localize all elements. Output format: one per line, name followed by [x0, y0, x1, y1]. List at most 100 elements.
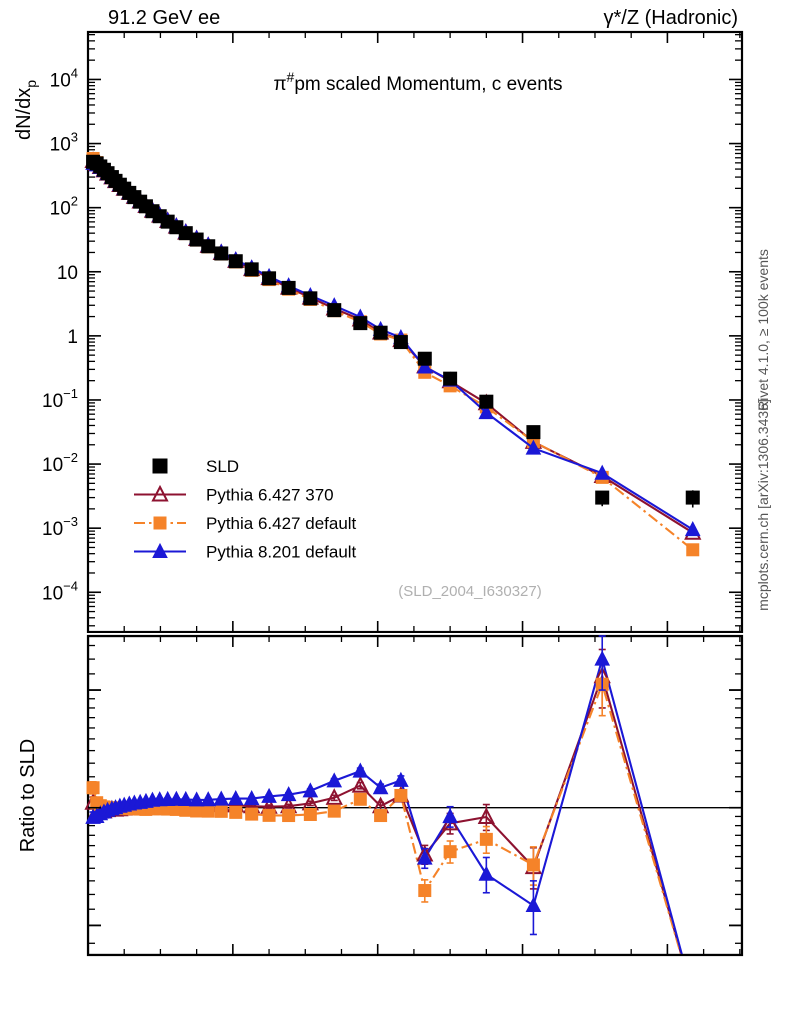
panel-gap-mask	[0, 633, 786, 636]
marker-triangle	[416, 358, 433, 374]
marker-triangle	[352, 762, 369, 778]
marker-square	[417, 351, 432, 366]
marker-triangle	[302, 782, 319, 798]
marker-square	[479, 394, 494, 409]
ratio-line	[92, 672, 694, 996]
legend-label: SLD	[206, 457, 239, 476]
side-caption-bottom: mcplots.cern.ch [arXiv:1306.3436]	[755, 399, 771, 611]
y-tick-label: 10−4	[42, 578, 78, 604]
marker-triangle	[525, 439, 542, 455]
marker-square	[595, 490, 610, 505]
marker-triangle	[227, 790, 244, 806]
side-caption-top: Rivet 4.1.0, ≥ 100k events	[755, 249, 771, 411]
y-axis-main-label-text: dN/dxp	[13, 80, 39, 140]
marker-triangle-open	[351, 775, 369, 793]
marker-square	[479, 832, 493, 846]
ratio-line	[92, 680, 694, 996]
marker-square	[418, 884, 432, 898]
marker-square	[327, 804, 341, 818]
marker-square	[262, 271, 277, 286]
marker-square	[201, 804, 215, 818]
marker-triangle-open	[151, 484, 169, 502]
marker-triangle	[188, 791, 205, 807]
watermark-group: (SLD_2004_I630327)	[398, 583, 541, 600]
header-left: 91.2 GeV ee	[108, 7, 220, 29]
marker-triangle	[261, 787, 277, 803]
marker-square	[281, 280, 296, 295]
ratio-series-pythia-6-427-370	[92, 672, 694, 996]
marker-triangle	[200, 791, 217, 807]
marker-triangle	[416, 849, 433, 865]
marker-square	[245, 807, 259, 821]
y-axis-ratio-label-text: Ratio to SLD	[17, 739, 39, 852]
marker-square	[303, 807, 317, 821]
header-right: γ*/Z (Hadronic)	[604, 7, 738, 29]
legend-group: SLD Pythia 6.427 370 Pythia 6.427 default P…	[134, 457, 357, 562]
marker-triangle	[478, 865, 495, 881]
marker-triangle	[594, 464, 611, 480]
y-tick-exponent: −4	[63, 578, 78, 593]
y-tick-exponent: 4	[71, 65, 78, 80]
marker-triangle	[478, 404, 495, 420]
marker-square	[526, 425, 541, 440]
marker-triangle	[177, 790, 194, 806]
main-plot-frame	[86, 30, 744, 634]
y-tick-label: 103	[50, 130, 78, 156]
legend-item-2: Pythia 6.427 default	[134, 514, 357, 533]
marker-triangle	[280, 786, 297, 802]
y-tick-label: 10−2	[42, 450, 78, 476]
marker-square	[282, 809, 296, 823]
marker-triangle	[326, 772, 343, 788]
y-axis-main-label: dN/dxp	[13, 80, 39, 140]
marker-triangle	[442, 808, 458, 824]
y-tick-label: 10−3	[42, 514, 78, 540]
ratio-left-mask	[38, 634, 87, 959]
y-tick-label: 104	[50, 65, 78, 91]
marker-triangle	[372, 779, 389, 795]
y-axis-main-label-sub: p	[23, 80, 39, 88]
ratio-markers-pythia-6-427-default	[86, 656, 609, 903]
ratio-bottom-mask	[0, 956, 786, 1024]
ratio-series-pythia-6-427-default	[92, 680, 694, 996]
marker-square	[374, 809, 388, 823]
legend-item-1: Pythia 6.427 370	[134, 484, 334, 505]
marker-square	[214, 804, 228, 818]
main-title-rest: pm scaled Momentum, c events	[294, 74, 562, 95]
y-tick-label: 102	[50, 194, 78, 220]
main-series-group	[84, 151, 702, 557]
y-tick-exponent: −2	[63, 450, 78, 465]
side-captions: Rivet 4.1.0, ≥ 100k eventsmcplots.cern.c…	[755, 249, 771, 611]
marker-square	[303, 291, 318, 306]
legend-label: Pythia 6.427 default	[206, 514, 357, 533]
marker-square	[244, 262, 259, 277]
marker-triangle	[594, 650, 611, 666]
marker-square	[393, 335, 408, 350]
marker-square	[685, 490, 700, 505]
dataset-watermark: (SLD_2004_I630327)	[398, 583, 541, 600]
y-tick-exponent: −1	[63, 386, 78, 401]
marker-square	[228, 254, 243, 269]
y-tick-label: 10	[57, 263, 78, 284]
marker-square	[262, 808, 276, 822]
legend-label: Pythia 8.201 default	[206, 543, 357, 562]
marker-square	[686, 543, 700, 557]
ratio-right-mask	[743, 634, 786, 959]
marker-square	[153, 516, 167, 530]
marker-triangle	[168, 790, 185, 806]
marker-square	[201, 239, 216, 254]
legend-item-3: Pythia 8.201 default	[134, 543, 357, 562]
series-sld	[86, 154, 700, 508]
marker-triangle	[213, 790, 230, 806]
marker-square	[353, 792, 367, 806]
marker-triangle	[525, 896, 542, 913]
marker-square	[526, 858, 540, 872]
marker-triangle	[684, 521, 701, 537]
marker-square	[190, 804, 204, 818]
marker-triangle	[152, 542, 168, 558]
legend-item-0: SLD	[152, 457, 239, 476]
y-axis-ratio-label: Ratio to SLD	[17, 739, 39, 852]
y-tick-exponent: 3	[71, 130, 78, 145]
marker-square	[373, 325, 388, 340]
